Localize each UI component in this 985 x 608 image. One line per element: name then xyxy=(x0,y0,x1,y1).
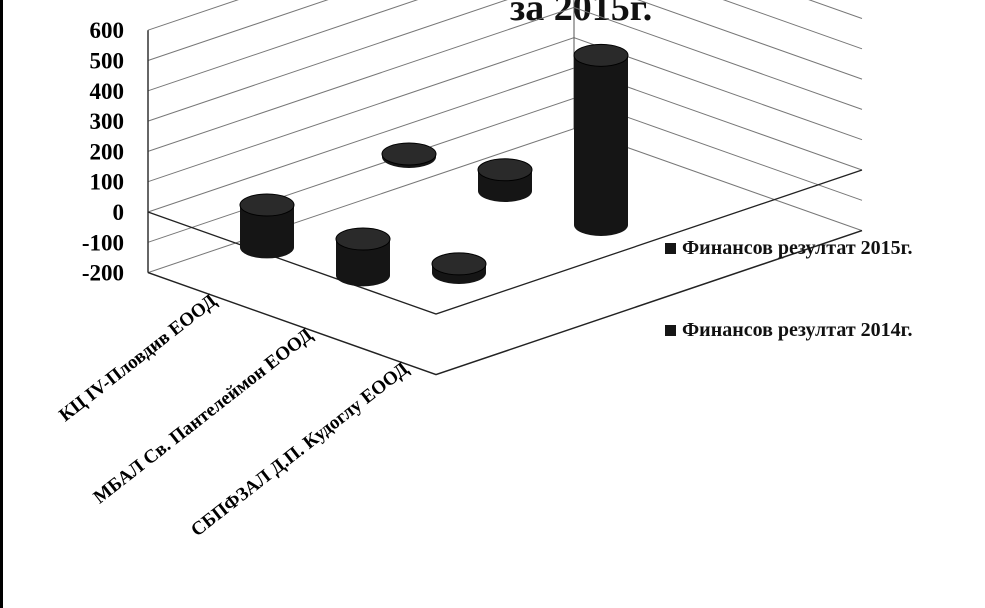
bar-cylinder xyxy=(573,43,629,236)
bar-cap xyxy=(573,43,629,67)
y-tick-label: 200 xyxy=(90,139,125,164)
gridline xyxy=(147,0,863,92)
bar-cap xyxy=(335,227,391,251)
category-label: СБПФЗАЛ Д.П. Кудоглу ЕООД xyxy=(187,358,413,541)
y-tick-label: 400 xyxy=(90,79,125,104)
y-tick-label: 300 xyxy=(90,109,125,134)
bar-cylinder xyxy=(477,158,533,202)
bar-cap xyxy=(431,252,487,276)
gridline xyxy=(147,0,863,61)
floor-outline xyxy=(147,229,863,376)
y-tick-label: 0 xyxy=(113,200,125,225)
bar-cylinder xyxy=(239,193,295,259)
legend-item-2014: Финансов резултат 2014г. xyxy=(665,315,985,345)
bar-body xyxy=(574,55,628,236)
bar-cap xyxy=(381,142,437,166)
bar-cap xyxy=(239,193,295,217)
bar-body xyxy=(240,205,294,259)
y-tick-label: -200 xyxy=(82,261,124,286)
bar-body xyxy=(336,239,390,287)
legend-swatch-2014 xyxy=(665,324,676,336)
y-tick-label: 100 xyxy=(90,170,125,195)
legend: Финансов резултат 2015г. Финансов резулт… xyxy=(665,233,985,397)
bar-cap xyxy=(477,158,533,182)
legend-item-2015: Финансов резултат 2015г. xyxy=(665,233,985,263)
legend-label-2014: Финансов резултат 2014г. xyxy=(682,318,913,341)
gridline xyxy=(147,0,239,31)
chart-title: за 2015г. xyxy=(510,0,653,29)
category-label: КЦ IV-Пловдив ЕООД xyxy=(55,290,220,426)
bar-cylinder xyxy=(381,142,437,168)
legend-swatch-2015 xyxy=(665,242,676,254)
category-label: МБАЛ Св. Пантелеймон ЕООД xyxy=(90,324,317,508)
gridline xyxy=(147,0,863,122)
y-tick-label: 500 xyxy=(90,49,125,74)
y-tick-label: -100 xyxy=(82,230,124,255)
bar-cylinder xyxy=(335,227,391,287)
bar-cylinder xyxy=(431,252,487,284)
gridline xyxy=(147,6,863,152)
y-tick-label: 600 xyxy=(90,18,125,43)
legend-label-2015: Финансов резултат 2015г. xyxy=(682,236,913,259)
